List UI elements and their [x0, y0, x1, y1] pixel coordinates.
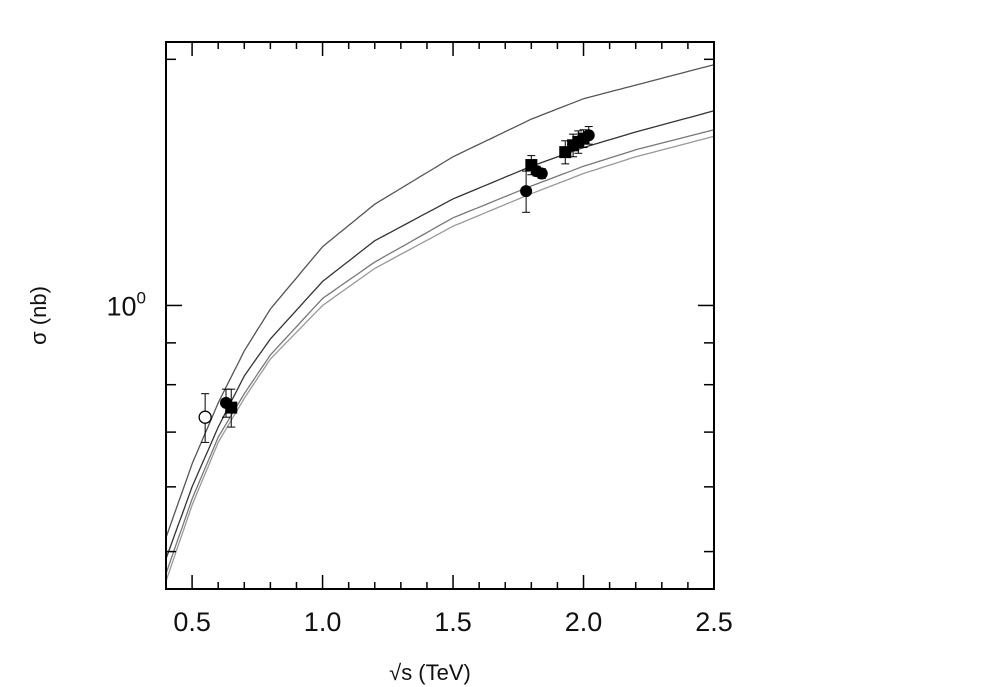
axis-ticks [165, 42, 715, 589]
data-point-circle [582, 129, 595, 142]
model-curve-1 [165, 64, 715, 538]
data-point-circle [520, 185, 533, 198]
data-point-circle [535, 167, 548, 180]
x-tick-label: 2.5 [695, 607, 733, 637]
y-axis-label: σ (nb) [26, 286, 51, 345]
x-tick-label: 1.5 [434, 607, 472, 637]
x-tick-label: 2.0 [565, 607, 603, 637]
data-point-circle [220, 396, 233, 409]
y-tick-label: 100 [106, 288, 146, 321]
tick-labels: 0.5 1.0 1.5 2.0 2.5 100 [106, 288, 732, 637]
model-curve-3 [165, 129, 715, 574]
x-tick-label: 0.5 [173, 607, 211, 637]
x-tick-label: 1.0 [304, 607, 342, 637]
model-curve-4 [165, 135, 715, 582]
x-axis-label: √s (TeV) [389, 660, 471, 685]
model-curves [165, 64, 715, 582]
data-point-open-circle [198, 410, 212, 424]
data-points [198, 126, 595, 443]
plot-frame [165, 41, 715, 590]
model-curve-2 [165, 110, 715, 560]
